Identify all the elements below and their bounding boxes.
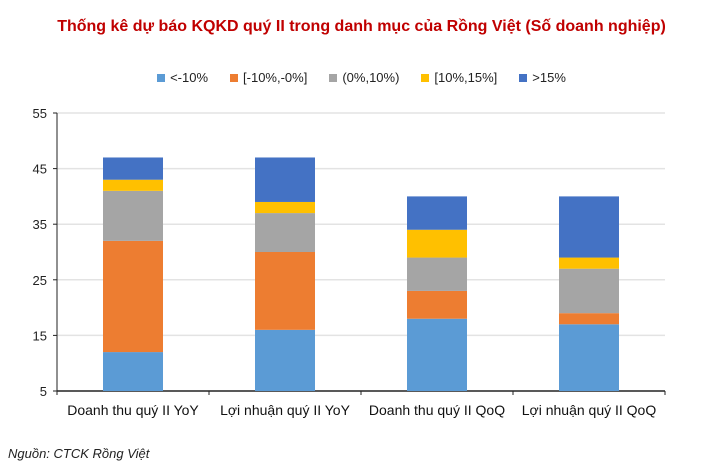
legend-swatch: [421, 73, 430, 82]
bar-segment: [407, 196, 467, 230]
bar-segment: [255, 329, 315, 391]
bar-segment: [103, 157, 163, 180]
bar-segment: [407, 290, 467, 319]
legend-swatch: [157, 73, 166, 82]
legend-label: [10%,15%]: [434, 70, 498, 85]
legend-swatch: [230, 73, 239, 82]
legend: <-10% [-10%,-0%] (0%,10%) [10%,15%] >15%: [0, 70, 723, 85]
legend-label: [-10%,-0%]: [243, 70, 308, 85]
legend-item: (0%,10%): [329, 70, 399, 85]
y-tick-label: 5: [40, 384, 47, 399]
bar-segment: [103, 240, 163, 353]
bar-segment: [103, 190, 163, 241]
bar-segment: [407, 318, 467, 391]
bar-segment: [255, 213, 315, 252]
legend-item: <-10%: [157, 70, 208, 85]
bar-segment: [559, 196, 619, 258]
x-category-label: Doanh thu quý II QoQ: [369, 402, 505, 418]
bar-segment: [255, 201, 315, 214]
x-category-label: Doanh thu quý II YoY: [67, 402, 199, 418]
legend-label: <-10%: [170, 70, 209, 85]
bar-segment: [103, 179, 163, 191]
y-tick-label: 25: [33, 273, 47, 288]
legend-item: [-10%,-0%]: [230, 70, 307, 85]
bar-segment: [255, 252, 315, 330]
legend-label: >15%: [532, 70, 566, 85]
legend-item: [10%,15%]: [421, 70, 497, 85]
chart-title: Thống kê dự báo KQKD quý II trong danh m…: [57, 18, 666, 35]
x-category-label: Lợi nhuận quý II YoY: [220, 402, 351, 418]
bar-segment: [407, 229, 467, 258]
y-tick-label: 45: [33, 162, 47, 177]
legend-swatch: [519, 73, 528, 82]
y-tick-label: 15: [33, 328, 47, 343]
x-category-label: Lợi nhuận quý II QoQ: [522, 402, 657, 418]
y-tick-label: 55: [33, 106, 47, 121]
bar-segment: [255, 157, 315, 202]
source-note: Nguồn: CTCK Rồng Việt: [8, 446, 150, 461]
legend-item: >15%: [519, 70, 566, 85]
bar-segment: [103, 352, 163, 391]
bar-segment: [559, 313, 619, 325]
bar-segment: [407, 257, 467, 291]
legend-label: (0%,10%): [342, 70, 400, 85]
bar-segment: [559, 257, 619, 269]
bar-segment: [559, 324, 619, 391]
bar-segment: [559, 268, 619, 314]
legend-swatch: [329, 73, 338, 82]
y-tick-label: 35: [33, 217, 47, 232]
